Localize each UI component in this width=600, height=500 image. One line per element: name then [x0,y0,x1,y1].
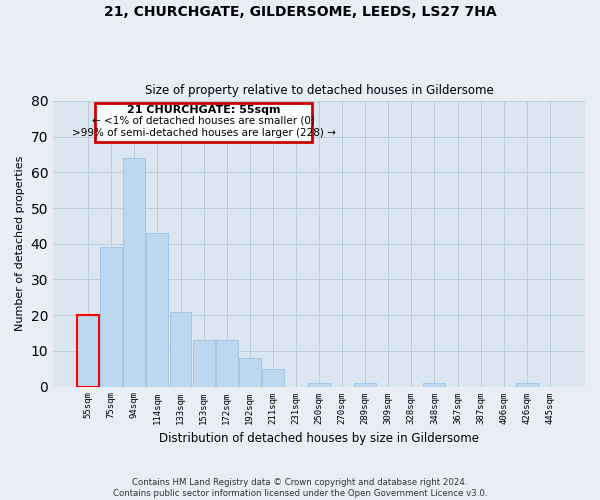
Bar [170,312,191,386]
Bar [77,315,99,386]
Bar [308,383,330,386]
Bar [424,383,445,386]
Text: 21 CHURCHGATE: 55sqm: 21 CHURCHGATE: 55sqm [127,105,280,115]
Text: 21, CHURCHGATE, GILDERSOME, LEEDS, LS27 7HA: 21, CHURCHGATE, GILDERSOME, LEEDS, LS27 … [104,5,496,19]
Text: ← <1% of detached houses are smaller (0): ← <1% of detached houses are smaller (0) [92,116,315,126]
Text: >99% of semi-detached houses are larger (228) →: >99% of semi-detached houses are larger … [71,128,335,138]
Bar [146,233,169,386]
Bar [100,248,122,386]
Bar [262,368,284,386]
Bar [354,383,376,386]
FancyBboxPatch shape [95,102,312,142]
Bar [239,358,261,386]
X-axis label: Distribution of detached houses by size in Gildersome: Distribution of detached houses by size … [159,432,479,445]
Bar [516,383,538,386]
Bar [193,340,215,386]
Title: Size of property relative to detached houses in Gildersome: Size of property relative to detached ho… [145,84,493,97]
Text: Contains HM Land Registry data © Crown copyright and database right 2024.
Contai: Contains HM Land Registry data © Crown c… [113,478,487,498]
Y-axis label: Number of detached properties: Number of detached properties [15,156,25,332]
Bar [124,158,145,386]
Bar [216,340,238,386]
